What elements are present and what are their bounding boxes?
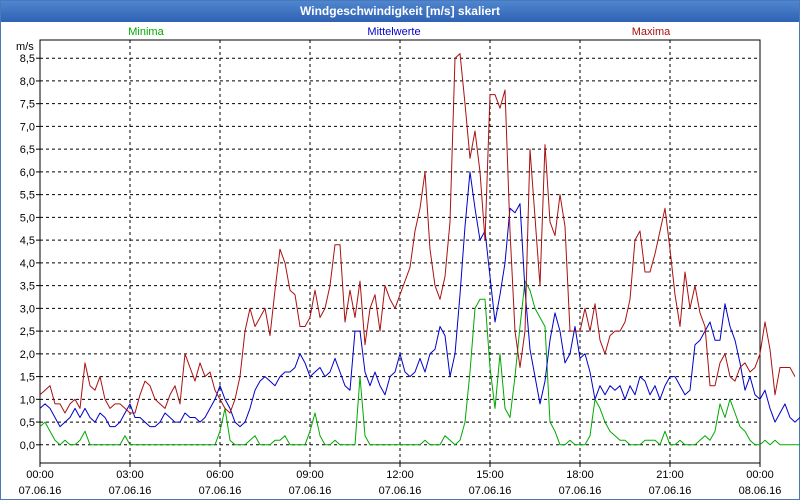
legend-minima: Minima: [128, 26, 164, 38]
x-tick-time: 21:00: [656, 469, 684, 481]
y-tick-label: 4,0: [20, 258, 35, 270]
x-tick-time: 12:00: [386, 469, 414, 481]
y-tick-label: 5,0: [20, 212, 35, 224]
x-tick-time: 00:00: [26, 469, 54, 481]
legend-mittelwerte: Mittelwerte: [367, 26, 420, 38]
x-tick-date: 07.06.16: [109, 485, 152, 497]
series-line-maxima: [39, 53, 796, 414]
x-tick-time: 06:00: [206, 469, 234, 481]
y-axis: 0,0 0,5 1,0 1,5 2,0 2,5 3,0 3,5 4,0 4,5 5,0 5,5 6,0 6…: [20, 53, 40, 452]
y-tick-label: 0,0: [20, 440, 35, 452]
series-lines: [39, 53, 800, 446]
series-line-mittelwerte: [39, 171, 800, 428]
y-tick-label: 8,5: [20, 53, 35, 65]
y-tick-label: 6,0: [20, 167, 35, 179]
x-tick-time: 03:00: [116, 469, 144, 481]
y-tick-label: 8,0: [20, 76, 35, 88]
x-tick-date: 07.06.16: [379, 485, 422, 497]
y-tick-label: 2,0: [20, 349, 35, 361]
y-tick-label: 7,5: [20, 99, 35, 111]
x-tick-time: 15:00: [476, 469, 504, 481]
legend-maxima: Maxima: [632, 26, 671, 38]
x-tick-time: 18:00: [566, 469, 594, 481]
x-tick-time: 00:00: [746, 469, 774, 481]
x-tick-date: 07.06.16: [649, 485, 692, 497]
x-tick-date: 07.06.16: [19, 485, 62, 497]
x-tick-date: 07.06.16: [469, 485, 512, 497]
y-tick-label: 1,0: [20, 394, 35, 406]
y-tick-label: 0,5: [20, 417, 35, 429]
series-line-minima: [39, 280, 800, 446]
x-tick-date: 08.06.16: [739, 485, 782, 497]
y-axis-label: m/s: [16, 41, 34, 53]
y-tick-label: 4,5: [20, 235, 35, 247]
x-tick-date: 07.06.16: [559, 485, 602, 497]
y-tick-label: 6,5: [20, 144, 35, 156]
window-title: Windgeschwindigkeit [m/s] skaliert: [1, 1, 799, 22]
y-tick-label: 2,5: [20, 326, 35, 338]
x-tick-time: 09:00: [296, 469, 324, 481]
y-tick-label: 5,5: [20, 190, 35, 202]
y-tick-label: 3,0: [20, 303, 35, 315]
x-tick-date: 07.06.16: [199, 485, 242, 497]
x-tick-date: 07.06.16: [289, 485, 332, 497]
y-tick-label: 7,0: [20, 121, 35, 133]
x-axis: 00:00 07.06.16 03:00 07.06.16 06:00 07.06.16 0…: [19, 463, 782, 497]
y-tick-label: 3,5: [20, 281, 35, 293]
y-tick-label: 1,5: [20, 372, 35, 384]
